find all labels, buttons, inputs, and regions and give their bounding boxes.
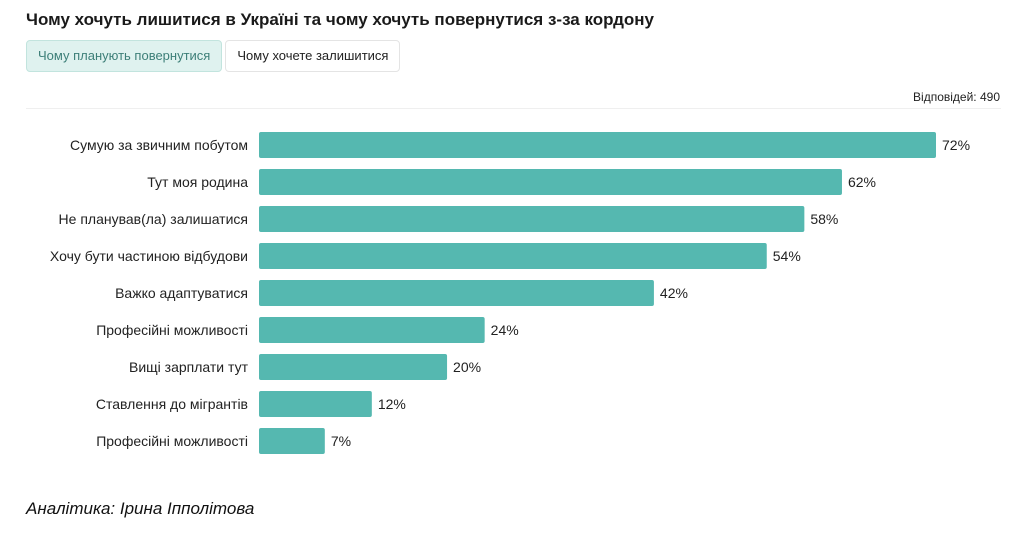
- bar[interactable]: [259, 132, 936, 158]
- category-label: Професійні можливості: [96, 433, 248, 449]
- bar-chart: Сумую за звичним побутом 72% Тут моя родин…: [50, 132, 970, 454]
- category-label: Тут моя родина: [147, 174, 248, 190]
- author-credit: Аналітика: Ірина Іпполітова: [26, 499, 255, 518]
- value-label: 72%: [942, 137, 970, 153]
- bar[interactable]: [259, 280, 654, 306]
- tab-want-to-stay[interactable]: Чому хочете залишитися: [225, 40, 401, 72]
- value-label: 12%: [378, 396, 406, 412]
- tab-bar: Чому планують повернутися Чому хочете за…: [26, 40, 401, 72]
- chart-title: Чому хочуть лишитися в Україні та чому х…: [26, 10, 654, 29]
- responses-count: Відповідей: 490: [913, 90, 1000, 104]
- bar[interactable]: [259, 169, 842, 195]
- value-label: 20%: [453, 359, 481, 375]
- tab-plan-to-return[interactable]: Чому планують повернутися: [26, 40, 223, 72]
- value-label: 7%: [331, 433, 351, 449]
- category-label: Не планував(ла) залишатися: [59, 211, 248, 227]
- category-label: Ставлення до мігрантів: [96, 396, 248, 412]
- bar[interactable]: [259, 428, 325, 454]
- bar[interactable]: [259, 206, 805, 232]
- divider: [26, 108, 1001, 109]
- bar[interactable]: [259, 243, 767, 269]
- category-label: Вищі зарплати тут: [129, 359, 249, 375]
- category-label: Сумую за звичним побутом: [70, 137, 248, 153]
- bar[interactable]: [259, 391, 372, 417]
- bar[interactable]: [259, 317, 485, 343]
- value-label: 54%: [773, 248, 801, 264]
- value-label: 58%: [810, 211, 838, 227]
- value-label: 24%: [491, 322, 519, 338]
- category-label: Важко адаптуватися: [115, 285, 248, 301]
- value-label: 62%: [848, 174, 876, 190]
- value-label: 42%: [660, 285, 688, 301]
- bar[interactable]: [259, 354, 448, 380]
- category-label: Професійні можливості: [96, 322, 248, 338]
- category-label: Хочу бути частиною відбудови: [50, 248, 248, 264]
